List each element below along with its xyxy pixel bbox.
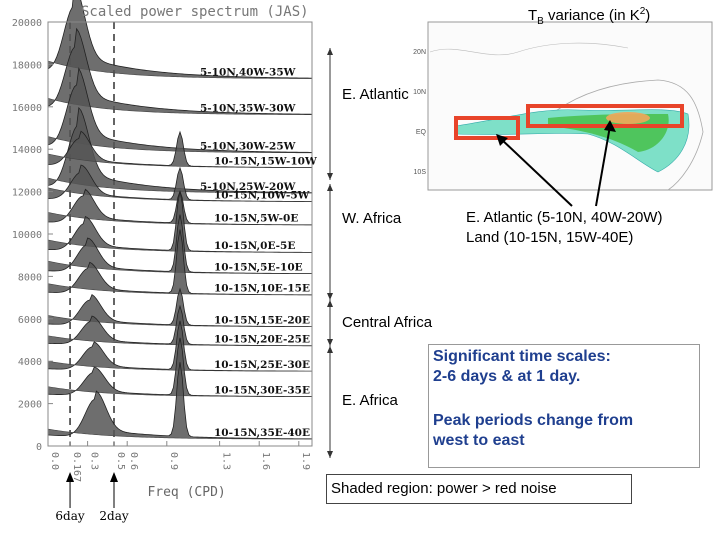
y-tick-label: 12000 xyxy=(12,188,42,199)
x-tick-label: 1.9 xyxy=(300,452,311,470)
series-line xyxy=(47,0,313,79)
group-bracket-arrow-bottom xyxy=(327,339,333,346)
series-label: 10-15N,5W-0E xyxy=(214,213,298,225)
series-baseline xyxy=(47,60,313,79)
time-scales-note: Significant time scales: 2-6 days & at 1… xyxy=(428,344,700,468)
callout-arrowhead-land xyxy=(604,120,616,132)
callout-line-2: Land (10-15N, 15W-40E) xyxy=(466,229,634,246)
note-line-2: 2-6 days & at 1 day. xyxy=(433,368,581,385)
series-baseline xyxy=(47,98,313,115)
series-label: 10-15N,10W-5W xyxy=(214,189,310,201)
map-coastline xyxy=(547,79,704,191)
note-line-4: west to east xyxy=(433,432,525,449)
group-bracket-arrow-top xyxy=(327,48,333,55)
series-label: 5-10N,25W-20W xyxy=(200,181,296,193)
group-bracket-arrow-bottom xyxy=(327,451,333,458)
series-shaded-area xyxy=(48,131,312,168)
land-highlight-box xyxy=(526,104,684,128)
map-title: TB variance (in K2) xyxy=(528,6,651,27)
x-tick-label: 0.0 xyxy=(49,452,60,470)
group-bracket-arrow-top xyxy=(327,346,333,353)
reference-line-label: 6day xyxy=(55,509,84,523)
series-line xyxy=(47,362,313,440)
x-tick-label: 0.9 xyxy=(168,452,179,470)
series-label: 10-15N,20E-25E xyxy=(214,333,310,345)
series-label: 10-15N,25E-30E xyxy=(214,359,310,371)
series-baseline xyxy=(47,153,313,168)
series-line xyxy=(47,27,313,115)
series-label: 5-10N,40W-35W xyxy=(200,66,296,78)
y-tick-label: 14000 xyxy=(12,145,42,156)
series-shaded-area xyxy=(48,229,312,295)
y-tick-label: 0 xyxy=(36,442,42,453)
series-label: 10-15N,5E-10E xyxy=(214,261,303,273)
group-label-e-atlantic: E. Atlantic xyxy=(342,86,409,103)
map-lat-label: EQ xyxy=(416,129,427,136)
y-tick-label: 8000 xyxy=(18,272,42,283)
map-callout: E. Atlantic (5-10N, 40W-20W) Land (10-15… xyxy=(466,208,662,248)
series-shaded-area xyxy=(48,362,312,440)
callout-arrowhead-atlantic xyxy=(496,134,508,146)
series-label: 10-15N,10E-15E xyxy=(214,283,310,295)
group-label-central-africa: Central Africa xyxy=(342,314,433,331)
reference-line-label: 2day xyxy=(99,509,128,523)
map-lat-label: 10N xyxy=(413,89,426,96)
map-variance-peak xyxy=(606,112,650,124)
y-tick-label: 18000 xyxy=(12,60,42,71)
x-tick-label: 0.167 xyxy=(71,452,82,482)
y-tick-label: 2000 xyxy=(18,400,42,411)
series-label: 10-15N,30E-35E xyxy=(214,384,310,396)
y-tick-label: 20000 xyxy=(12,18,42,29)
group-bracket-arrow-top xyxy=(327,300,333,307)
x-tick-label: 0.3 xyxy=(89,452,100,470)
callout-arrow-atlantic xyxy=(499,137,573,207)
reference-arrow-head xyxy=(66,472,75,482)
shaded-region-note: Shaded region: power > red noise xyxy=(326,474,632,504)
series-label: 5-10N,35W-30W xyxy=(200,102,296,114)
callout-arrow-land xyxy=(595,125,611,207)
series-label: 5-10N,30W-25W xyxy=(200,141,296,153)
map-lat-label: 20N xyxy=(413,49,426,56)
y-tick-label: 6000 xyxy=(18,315,42,326)
series-label: 10-15N,0E-5E xyxy=(214,240,295,252)
group-label-w-africa: W. Africa xyxy=(342,210,402,227)
map-lat-label: 10S xyxy=(414,169,427,176)
x-tick-label: 1.6 xyxy=(260,452,271,470)
y-tick-label: 16000 xyxy=(12,103,42,114)
x-axis-label: Freq (CPD) xyxy=(147,485,225,500)
x-tick-label: 1.3 xyxy=(221,452,232,470)
group-bracket-arrow-bottom xyxy=(327,173,333,180)
group-bracket-arrow-top xyxy=(327,184,333,191)
reference-arrow-head xyxy=(110,472,118,482)
series-shaded-area xyxy=(48,0,312,79)
y-tick-label: 10000 xyxy=(12,230,42,241)
y-tick-label: 4000 xyxy=(18,357,42,368)
group-bracket-arrow-bottom xyxy=(327,293,333,300)
group-label-e-africa: E. Africa xyxy=(342,392,398,409)
e-atlantic-highlight-box xyxy=(454,116,520,140)
map-contour xyxy=(429,42,629,56)
series-baseline xyxy=(47,428,313,440)
x-tick-label: 0.6 xyxy=(128,452,139,470)
x-tick-label: 0.5 xyxy=(115,452,126,470)
series-label: 10-15N,15W-10W xyxy=(214,155,317,167)
note-line-1: Significant time scales: xyxy=(433,348,611,365)
series-label: 10-15N,15E-20E xyxy=(214,314,310,326)
series-shaded-area xyxy=(48,165,312,202)
note-line-3: Peak periods change from xyxy=(433,412,634,429)
chart-title: Scaled power spectrum (JAS) xyxy=(81,4,309,20)
series-label: 10-15N,35E-40E xyxy=(214,427,310,439)
callout-line-1: E. Atlantic (5-10N, 40W-20W) xyxy=(466,209,663,226)
